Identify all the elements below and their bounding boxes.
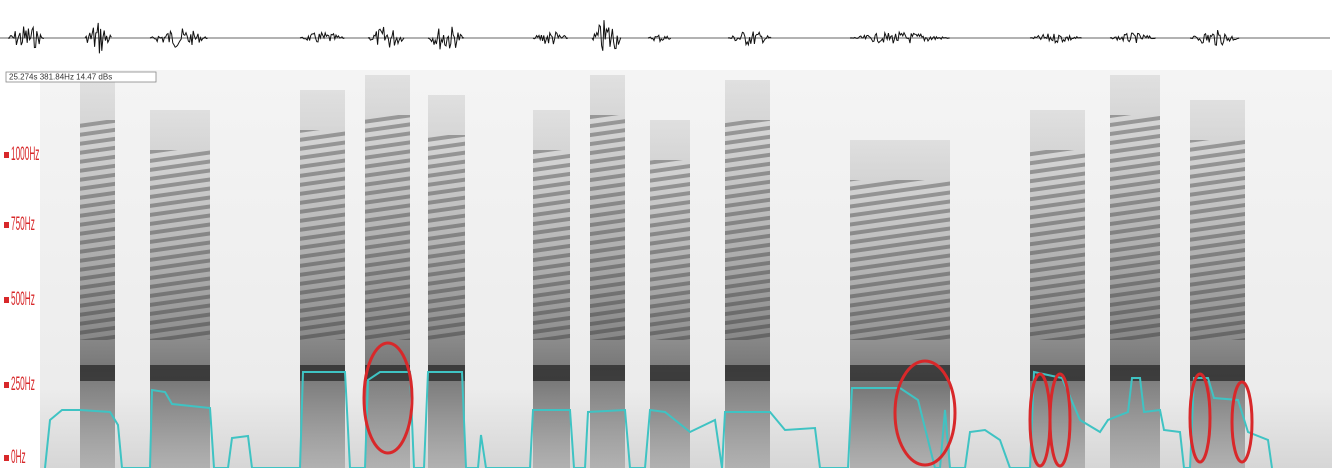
formant <box>590 365 625 381</box>
formant <box>650 365 690 381</box>
frequency-label-group: 250Hz <box>11 373 35 395</box>
harmonics <box>533 150 570 340</box>
harmonics <box>850 180 950 340</box>
spectrogram-view: 25.274s 381.84Hz 14.47 dBs 1000Hz 750Hz 50… <box>0 0 1341 468</box>
tick-marker <box>4 382 9 388</box>
frequency-label-group: 500Hz <box>11 288 35 310</box>
tick-marker <box>4 222 9 228</box>
formant <box>850 365 950 381</box>
harmonics <box>590 115 625 340</box>
frequency-label-group: 750Hz <box>11 213 35 235</box>
formant <box>150 365 210 381</box>
frequency-axis: 1000Hz 750Hz 500Hz 250Hz 0Hz <box>4 143 39 468</box>
waveform-area <box>0 0 1341 68</box>
harmonics <box>80 120 115 340</box>
formant <box>80 365 115 381</box>
harmonics <box>725 120 770 340</box>
frequency-label: 0Hz <box>11 446 26 468</box>
frequency-label: 250Hz <box>11 373 35 395</box>
frequency-label-group: 0Hz <box>11 446 26 468</box>
harmonics <box>650 160 690 340</box>
harmonics <box>300 130 345 340</box>
tick-marker <box>4 297 9 303</box>
tick-marker <box>4 152 9 158</box>
frequency-label: 1000Hz <box>11 143 39 165</box>
tick-marker <box>4 455 9 461</box>
harmonics <box>428 135 465 340</box>
harmonics <box>150 150 210 340</box>
harmonics <box>365 115 410 340</box>
status-readout: 25.274s 381.84Hz 14.47 dBs <box>9 73 112 82</box>
harmonics <box>1030 150 1085 340</box>
harmonics <box>1190 140 1245 340</box>
frequency-label: 500Hz <box>11 288 35 310</box>
harmonics <box>1110 115 1160 340</box>
formant <box>533 365 570 381</box>
frequency-label: 750Hz <box>11 213 35 235</box>
formant <box>725 365 770 381</box>
frequency-label-group: 1000Hz <box>11 143 39 165</box>
